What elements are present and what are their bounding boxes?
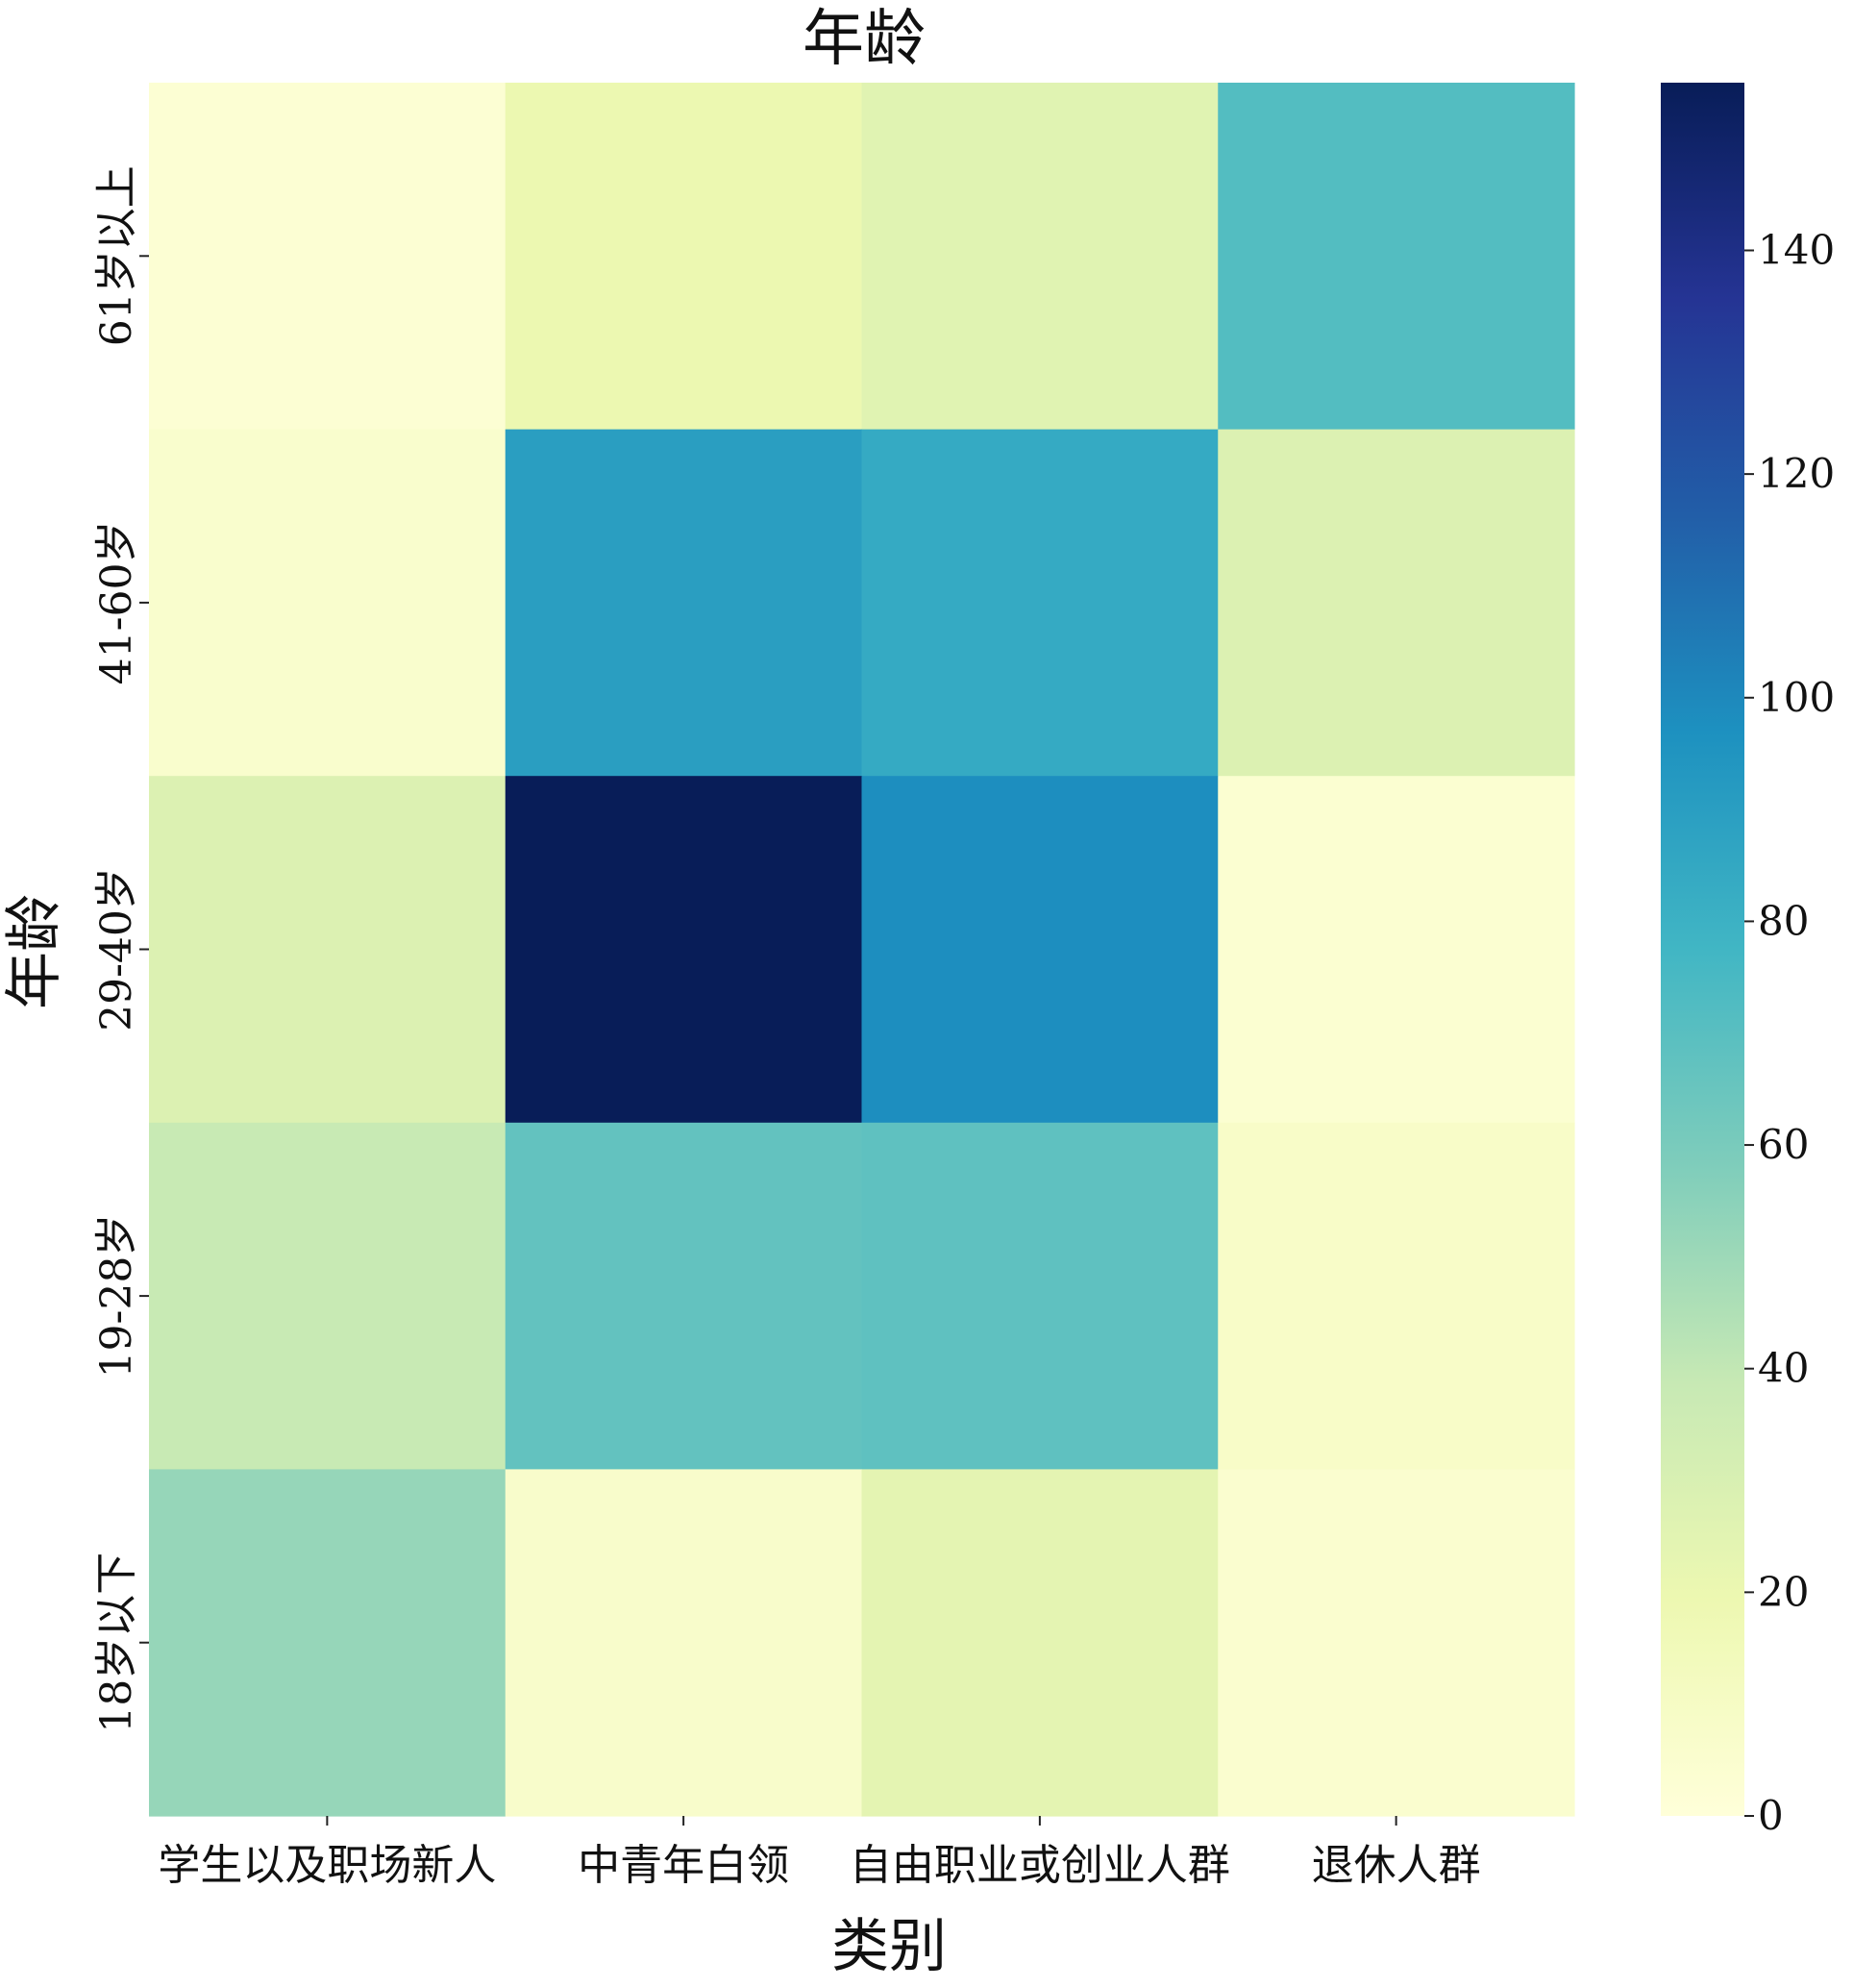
heatmap-cell — [861, 776, 1219, 1124]
x-tick-label: 自由职业或创业人群 — [850, 1841, 1230, 1890]
heatmap-cell — [505, 1122, 863, 1470]
heatmap-cell — [505, 83, 863, 431]
x-axis-label: 类别 — [831, 1913, 947, 1980]
y-axis-label: 年龄 — [1, 894, 68, 1009]
heatmap-cell — [1218, 776, 1575, 1124]
colorbar-tick-label: 60 — [1758, 1121, 1809, 1168]
y-tick-label: 29-40岁 — [92, 867, 141, 1031]
y-tick-label: 18岁以下 — [92, 1553, 141, 1733]
heatmap-cell — [149, 776, 506, 1124]
heatmap-cell — [1218, 83, 1575, 431]
x-tick-label: 退休人群 — [1312, 1841, 1481, 1890]
heatmap-cell — [1218, 429, 1575, 777]
heatmap-cell — [149, 429, 506, 777]
colorbar-ticks: 0 20 40 60 80 100 120 140 — [1744, 226, 1835, 1839]
colorbar-tick-label: 20 — [1758, 1568, 1809, 1615]
colorbar-tick-label: 40 — [1758, 1345, 1809, 1392]
x-tick-label: 中青年白领 — [578, 1841, 789, 1890]
colorbar-tick-label: 0 — [1758, 1792, 1784, 1839]
y-tick-label: 41-60岁 — [92, 520, 141, 684]
y-axis-ticks: 61岁以上 41-60岁 29-40岁 19-28岁 18岁以下 — [92, 165, 149, 1733]
colorbar-tick-label: 140 — [1758, 226, 1835, 273]
heatmap-cell — [505, 776, 863, 1124]
colorbar — [1661, 83, 1744, 1816]
heatmap-cell — [505, 1469, 863, 1817]
heatmap-cell — [861, 83, 1219, 431]
heatmap-cell — [149, 1469, 506, 1817]
chart-title: 年龄 — [803, 4, 926, 75]
colorbar-tick-label: 80 — [1758, 897, 1809, 944]
colorbar-tick-label: 120 — [1758, 450, 1835, 497]
heatmap-cell — [149, 1122, 506, 1470]
heatmap-cell — [505, 429, 863, 777]
heatmap-cell — [1218, 1122, 1575, 1470]
heatmap-cell — [861, 1469, 1219, 1817]
heatmap-cell — [1218, 1469, 1575, 1817]
y-tick-label: 19-28岁 — [92, 1214, 141, 1379]
x-tick-label: 学生以及职场新人 — [158, 1841, 496, 1890]
heatmap-cells — [149, 83, 1575, 1817]
x-axis-ticks: 学生以及职场新人 中青年白领 自由职业或创业人群 退休人群 — [158, 1816, 1481, 1890]
heatmap-cell — [861, 429, 1219, 777]
heatmap-cell — [149, 83, 506, 431]
heatmap-cell — [861, 1122, 1219, 1470]
y-tick-label: 61岁以上 — [92, 165, 141, 346]
colorbar-tick-label: 100 — [1758, 674, 1835, 721]
